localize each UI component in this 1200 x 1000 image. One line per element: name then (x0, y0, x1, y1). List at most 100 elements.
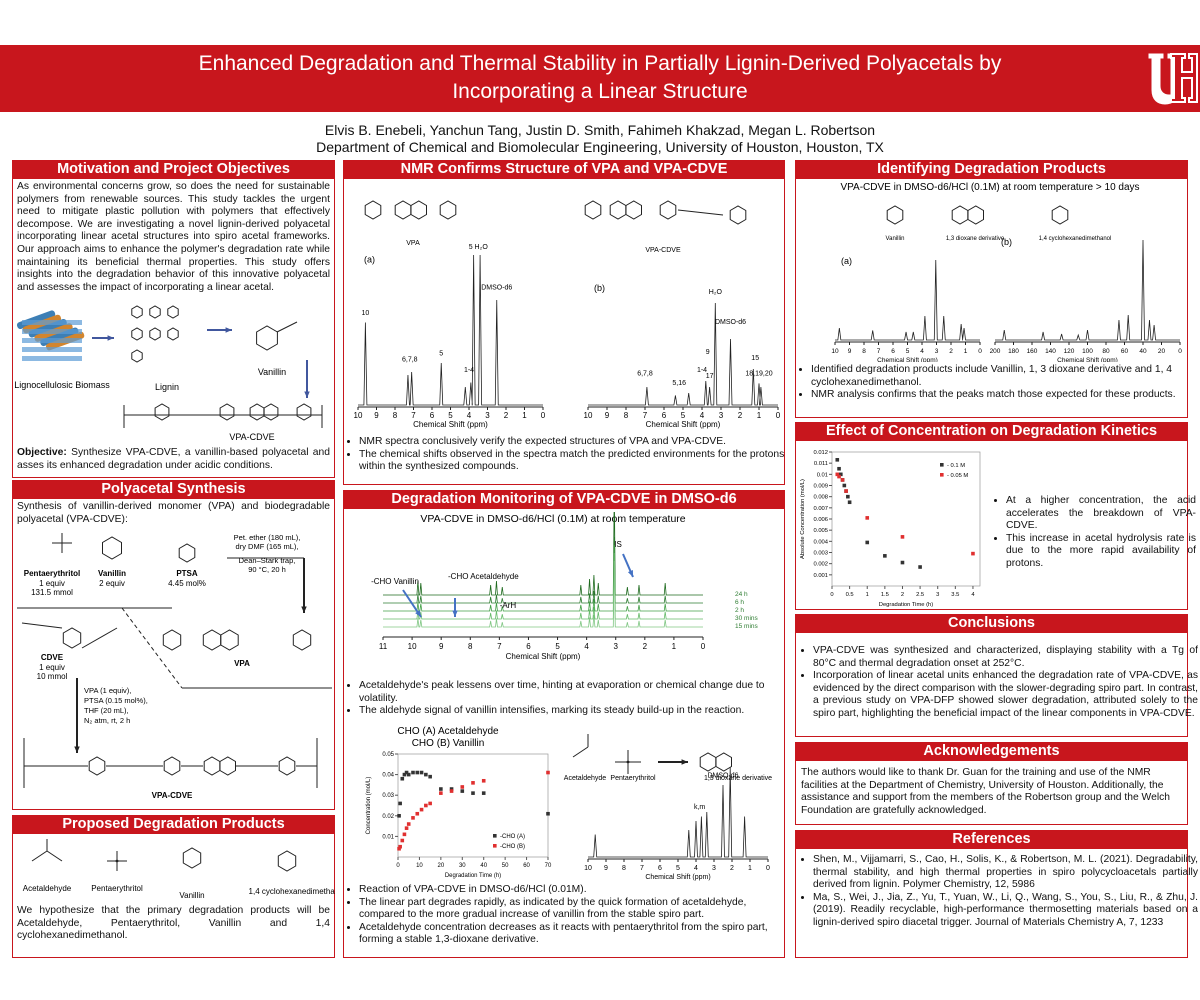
arrowhead (301, 606, 307, 613)
bullet: The linear part degrades rapidly, as ind… (359, 897, 789, 922)
label: 9 (604, 865, 608, 872)
figure: VPA-CDVE in DMSO-d6/HCl (0.1M) at room t… (371, 512, 759, 661)
data-point (865, 540, 870, 545)
bullet-list: VPA-CDVE was synthesized and characteriz… (797, 645, 1198, 721)
label: 15 mins (735, 623, 759, 630)
spectrum-trace (358, 254, 543, 406)
bullet: NMR spectra conclusively verify the expe… (359, 436, 789, 449)
label: (b) (594, 283, 605, 293)
label: DMSO-d6 (707, 773, 738, 780)
label: 7 (877, 348, 881, 355)
label: 0 (396, 863, 400, 869)
label: 10 (362, 310, 370, 317)
bullet-list: Acetaldehyde's peak lessens over time, h… (343, 680, 789, 718)
objective: Objective: Synthesize VPA-CDVE, a vanill… (17, 447, 330, 472)
ring (278, 756, 296, 776)
label: 5 (681, 411, 686, 420)
label: Pentaerythritol (24, 569, 80, 578)
ring (131, 305, 143, 319)
label: 1-4 (697, 367, 707, 374)
data-point (439, 791, 443, 795)
ring (394, 200, 412, 220)
bullet-list: Identified degradation products include … (795, 364, 1196, 402)
data-point (419, 807, 424, 812)
label: 1 (866, 592, 869, 598)
label: VPA (406, 240, 420, 247)
data-point (918, 565, 922, 569)
spectrum-trace (383, 552, 703, 620)
label: 8 (393, 411, 398, 420)
chart: 0 0.5 1 1.5 2 2.5 3 3.5 4 0.001 0.002 0.003 0.004 0.0… (800, 450, 981, 608)
body-text: Synthesis of vanillin-derived monomer (V… (17, 501, 330, 525)
label: 0.02 (382, 814, 394, 820)
label: 0 (766, 865, 770, 872)
data-point (397, 814, 401, 818)
data-point (428, 774, 432, 779)
label: 0.012 (813, 450, 828, 456)
label: 30 mins (735, 615, 759, 622)
label: 200 (990, 348, 1001, 355)
bond (276, 321, 298, 333)
legend-marker (940, 463, 944, 467)
label: 0.004 (813, 539, 828, 545)
label: 140 (1045, 348, 1056, 355)
data-point (840, 478, 845, 482)
data-point (835, 458, 840, 462)
label: 4 (584, 642, 589, 651)
data-point (406, 822, 411, 826)
data-point (411, 816, 415, 820)
ring (659, 200, 677, 220)
arrowhead (225, 327, 232, 333)
label: 5 (439, 351, 443, 358)
label: Vanillin (886, 236, 905, 242)
bullet: Reaction of VPA-CDVE in DMSO-d6/HCl (0.0… (359, 884, 789, 897)
label: 1,4 cyclohexanedimethanol (249, 887, 335, 896)
label: 2 (730, 865, 734, 872)
label: 20 (1158, 348, 1166, 355)
bond (21, 622, 63, 629)
label: 6 (662, 411, 667, 420)
data-point (481, 791, 486, 795)
label: VPA (234, 659, 250, 668)
bond (677, 209, 724, 216)
label: 100 (1082, 348, 1093, 355)
bullet: Identified degradation products include … (811, 364, 1196, 389)
label: Chemical Shift (ppm) (506, 652, 581, 661)
label: Vanillin (258, 367, 286, 377)
label: 8 (622, 865, 626, 872)
label: 0.008 (813, 495, 828, 501)
label: 6 (658, 865, 662, 872)
ring (167, 305, 179, 319)
section-heading: Motivation and Project Objectives (12, 160, 335, 179)
section-heading: Acknowledgements (795, 742, 1188, 761)
label: 7 (643, 411, 648, 420)
label: 4 (700, 411, 705, 420)
label: 2 (901, 592, 904, 598)
label: VPA-CDVE in DMSO-d6/HCl (0.1M) at room t… (840, 182, 1139, 193)
legend-marker (940, 473, 944, 477)
data-point (842, 483, 847, 488)
label: VPA-CDVE (645, 247, 681, 254)
label: H₂O (709, 289, 723, 296)
biomass (22, 329, 82, 334)
data-point (406, 772, 411, 777)
ring (410, 200, 427, 220)
label: Lignocellulosic Biomass (14, 380, 110, 390)
label: (a) (841, 256, 852, 266)
label: 2 h (735, 607, 744, 614)
label: -ArH (500, 601, 517, 610)
data-point (900, 560, 905, 565)
spectrum-trace (995, 239, 1180, 341)
arrowhead (627, 570, 633, 577)
label: -CHO (B) (500, 844, 525, 850)
label: 1 (748, 865, 752, 872)
ring (219, 403, 235, 421)
label: -CHO Acetaldehyde (448, 572, 519, 581)
arrowhead (415, 610, 421, 617)
data-point (398, 801, 402, 806)
label: 6 (430, 411, 435, 420)
arrowhead (74, 746, 80, 753)
data-point (449, 787, 454, 791)
bond (572, 746, 589, 758)
spectrum-trace (588, 766, 768, 858)
